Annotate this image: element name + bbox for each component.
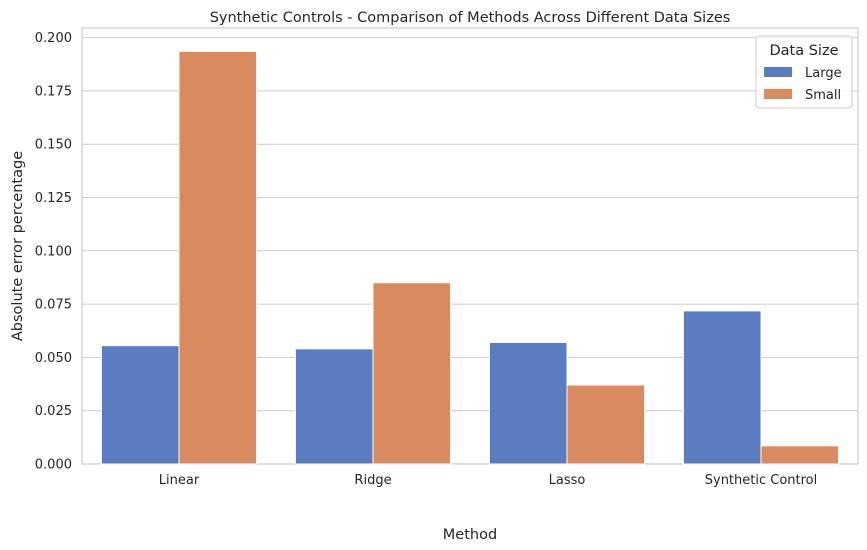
y-tick-label: 0.000 [35,458,72,473]
y-tick-label: 0.050 [35,351,72,366]
y-tick-label: 0.150 [35,138,72,153]
legend-label-large: Large [805,66,842,81]
legend-swatch-large [764,67,792,77]
bar-small-ridge [372,282,452,465]
y-tick-label: 0.025 [35,404,72,419]
x-tick-label: Linear [159,473,200,488]
y-tick-label: 0.125 [35,191,72,206]
y-tick-label: 0.075 [35,298,72,313]
bar-small-linear [178,50,258,465]
y-axis-label: Absolute error percentage [10,151,26,341]
y-tick-label: 0.200 [35,31,72,46]
x-tick-label: Lasso [549,473,586,488]
bar-large-linear [100,345,180,465]
legend: Data Size Large Small [755,35,853,109]
bar-large-ridge [294,348,374,465]
x-ticks: Linear Ridge Lasso Synthetic Control [159,473,817,488]
x-tick-label: Synthetic Control [705,473,818,488]
y-ticks: 0.000 0.025 0.050 0.075 0.100 0.125 0.150 0.175… [35,31,72,472]
bar-small-lasso [566,384,646,465]
x-tick-label: Ridge [354,473,391,488]
y-tick-label: 0.175 [35,84,72,99]
bar-large-synthetic-control [682,310,762,465]
chart-title: Synthetic Controls - Comparison of Metho… [210,10,731,26]
bar-large-lasso [488,341,568,465]
legend-label-small: Small [805,88,841,103]
bars [100,50,840,465]
x-axis-label: Method [443,527,497,543]
y-tick-label: 0.100 [35,244,72,259]
bar-small-synthetic-control [760,445,840,465]
legend-title: Data Size [770,43,839,59]
legend-swatch-small [764,89,792,99]
